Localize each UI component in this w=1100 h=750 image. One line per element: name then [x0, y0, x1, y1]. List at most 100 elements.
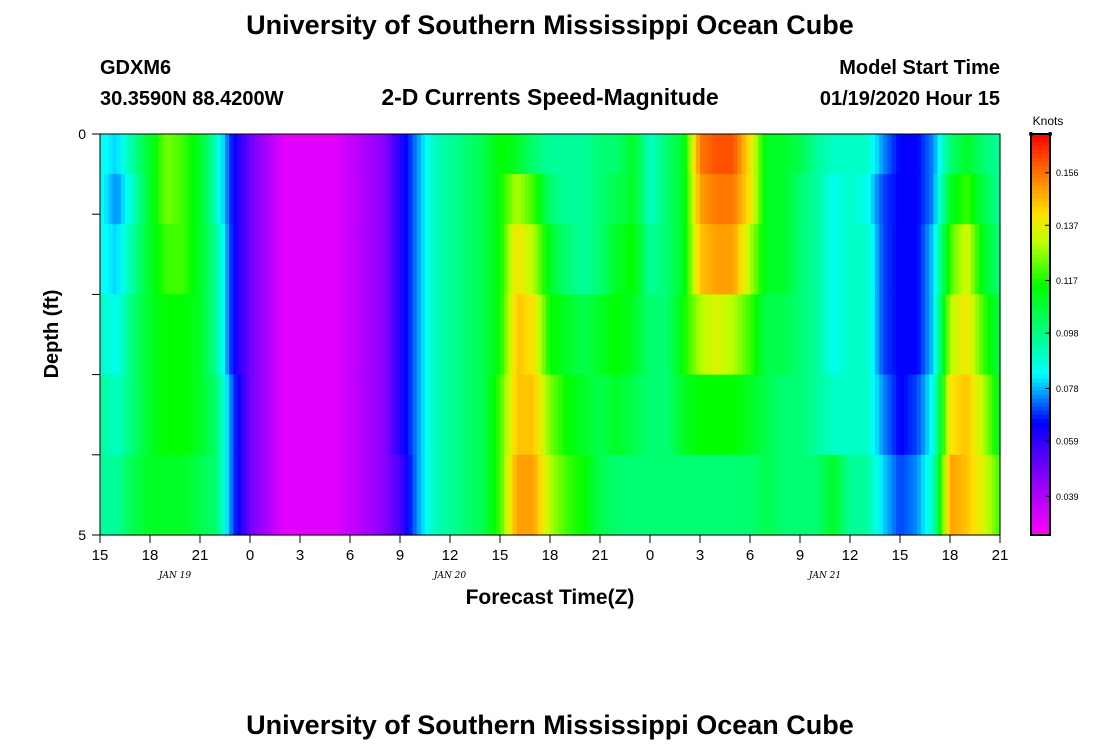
- heatmap-cell: [691, 294, 697, 376]
- heatmap-cell: [112, 224, 118, 295]
- heatmap-cell: [791, 174, 797, 225]
- date-label: JAN 21: [807, 571, 841, 581]
- heatmap-cell: [845, 224, 851, 295]
- heatmap-cell: [387, 374, 393, 456]
- heatmap-cell: [841, 374, 847, 456]
- heatmap-cell: [516, 224, 522, 295]
- colorbar-swatch: [1031, 242, 1050, 247]
- colorbar-swatch: [1031, 342, 1050, 348]
- heatmap-cell: [433, 134, 439, 175]
- heatmap-cell: [383, 174, 389, 225]
- heatmap-cell: [616, 224, 622, 295]
- heatmap-cell: [129, 294, 134, 376]
- heatmap-cell: [450, 454, 455, 536]
- heatmap-cell: [862, 224, 868, 295]
- heatmap-cell: [116, 224, 122, 295]
- heatmap-cell: [366, 224, 372, 295]
- heatmap-cell: [341, 174, 347, 225]
- heatmap-cell: [870, 454, 876, 536]
- heatmap-cell: [220, 454, 226, 536]
- heatmap-cell: [345, 134, 351, 175]
- heatmap-cell: [895, 174, 901, 225]
- heatmap-cell: [304, 294, 309, 376]
- heatmap-cell: [904, 174, 909, 225]
- heatmap-cell: [158, 174, 164, 225]
- heatmap-cell: [200, 224, 205, 295]
- heatmap-cell: [600, 294, 605, 376]
- heatmap-cell: [516, 374, 522, 456]
- heatmap-cell: [891, 454, 897, 536]
- heatmap-cell: [500, 224, 505, 295]
- heatmap-cell: [212, 134, 218, 175]
- colorbar-swatch: [1031, 378, 1050, 384]
- heatmap-cell: [933, 454, 939, 536]
- heatmap-cell: [366, 294, 372, 376]
- heatmap-cell: [595, 134, 601, 175]
- heatmap-cell: [979, 294, 984, 376]
- heatmap-cell: [366, 134, 372, 175]
- heatmap-cell: [725, 294, 730, 376]
- heatmap-cell: [483, 294, 489, 376]
- heatmap-cell: [412, 454, 418, 536]
- heatmap-cell: [787, 454, 793, 536]
- heatmap-cell: [416, 454, 422, 536]
- heatmap-cell: [708, 374, 714, 456]
- heatmap-cell: [816, 224, 822, 295]
- heatmap-cell: [629, 294, 634, 376]
- heatmap-cell: [154, 134, 159, 175]
- heatmap-cell: [266, 294, 272, 376]
- heatmap-cell: [866, 134, 872, 175]
- heatmap-cell: [975, 224, 980, 295]
- heatmap-cell: [908, 224, 914, 295]
- heatmap-cell: [954, 134, 959, 175]
- heatmap-cell: [137, 294, 143, 376]
- heatmap-cell: [462, 224, 468, 295]
- heatmap-cell: [745, 294, 751, 376]
- heatmap-cell: [145, 454, 151, 536]
- heatmap-cell: [370, 174, 376, 225]
- heatmap-cell: [316, 174, 322, 225]
- heatmap-cell: [225, 294, 230, 376]
- heatmap-cell: [504, 224, 509, 295]
- colorbar-swatch: [1031, 354, 1050, 360]
- heatmap-cell: [950, 224, 955, 295]
- heatmap-cell: [950, 174, 955, 225]
- colorbar-swatch: [1031, 234, 1050, 239]
- heatmap-cell: [679, 294, 684, 376]
- heatmap-cell: [250, 294, 255, 376]
- colorbar-swatch: [1031, 490, 1050, 496]
- heatmap-cell: [141, 454, 147, 536]
- heatmap-cell: [883, 294, 889, 376]
- heatmap-cell: [495, 454, 501, 536]
- heatmap-cell: [658, 174, 664, 225]
- heatmap-cell: [625, 224, 630, 295]
- heatmap-cell: [970, 224, 976, 295]
- heatmap-cell: [554, 374, 559, 456]
- heatmap-cell: [408, 294, 414, 376]
- heatmap-cell: [779, 294, 784, 376]
- heatmap-cell: [312, 294, 318, 376]
- heatmap-cell: [608, 294, 614, 376]
- heatmap-cell: [170, 454, 176, 536]
- heatmap-cell: [200, 294, 205, 376]
- heatmap-cell: [229, 134, 234, 175]
- heatmap-cell: [204, 294, 209, 376]
- heatmap-cell: [887, 454, 893, 536]
- heatmap-cell: [516, 294, 522, 376]
- heatmap-cell: [279, 174, 284, 225]
- heatmap-cell: [529, 224, 534, 295]
- heatmap-cell: [254, 174, 259, 225]
- heatmap-cell: [916, 374, 922, 456]
- heatmap-cell: [170, 174, 176, 225]
- colorbar-swatch: [1031, 178, 1050, 183]
- heatmap-cell: [445, 294, 451, 376]
- heatmap-cell: [220, 224, 226, 295]
- heatmap-cell: [579, 294, 584, 376]
- heatmap-cell: [445, 224, 451, 295]
- heatmap-cell: [833, 134, 839, 175]
- heatmap-cell: [312, 224, 318, 295]
- heatmap-cell: [191, 454, 197, 536]
- heatmap-cell: [687, 294, 693, 376]
- heatmap-cell: [112, 294, 118, 376]
- heatmap-cell: [279, 454, 284, 536]
